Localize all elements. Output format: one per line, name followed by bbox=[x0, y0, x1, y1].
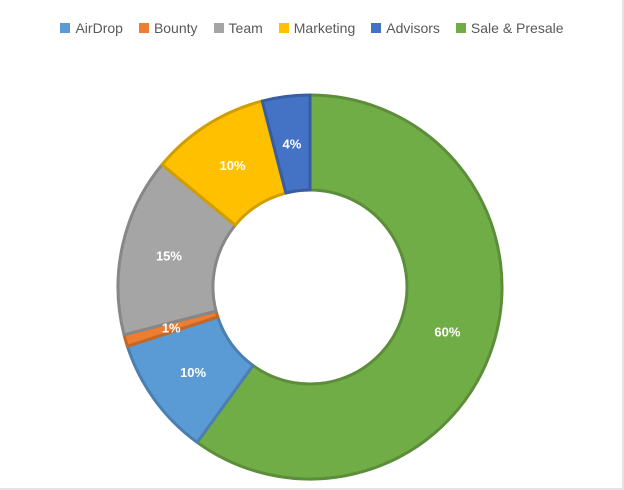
chart-legend: AirDrop Bounty Team Marketing Advisors Sale &… bbox=[0, 20, 624, 36]
legend-item-marketing: Marketing bbox=[278, 20, 356, 36]
slice-label-marketing: 10% bbox=[220, 158, 246, 173]
legend-swatch-airdrop bbox=[60, 23, 71, 33]
slice-label-team: 15% bbox=[156, 248, 182, 263]
legend-item-sale-and-presale: Sale & Presale bbox=[455, 20, 564, 36]
legend-label-airdrop: AirDrop bbox=[75, 20, 123, 36]
legend-label-sale-and-presale: Sale & Presale bbox=[470, 20, 564, 36]
slice-label-sale-and-presale: 60% bbox=[434, 325, 460, 340]
slice-label-bounty: 1% bbox=[162, 320, 181, 335]
legend-item-airdrop: AirDrop bbox=[60, 20, 123, 36]
legend-swatch-advisors bbox=[371, 23, 382, 33]
legend-swatch-sale-and-presale bbox=[455, 23, 466, 33]
legend-item-team: Team bbox=[213, 20, 263, 36]
legend-swatch-marketing bbox=[278, 23, 289, 33]
legend-label-team: Team bbox=[228, 20, 263, 36]
legend-label-advisors: Advisors bbox=[386, 20, 440, 36]
slice-label-advisors: 4% bbox=[282, 137, 301, 152]
legend-item-bounty: Bounty bbox=[138, 20, 198, 36]
legend-label-marketing: Marketing bbox=[293, 20, 356, 36]
legend-swatch-team bbox=[213, 23, 224, 33]
slice-advisors bbox=[260, 93, 312, 195]
slice-sale-and-presale bbox=[195, 93, 504, 481]
slice-label-airdrop: 10% bbox=[180, 365, 206, 380]
legend-item-advisors: Advisors bbox=[371, 20, 440, 36]
legend-label-bounty: Bounty bbox=[153, 20, 198, 36]
legend-swatch-bounty bbox=[138, 23, 149, 33]
